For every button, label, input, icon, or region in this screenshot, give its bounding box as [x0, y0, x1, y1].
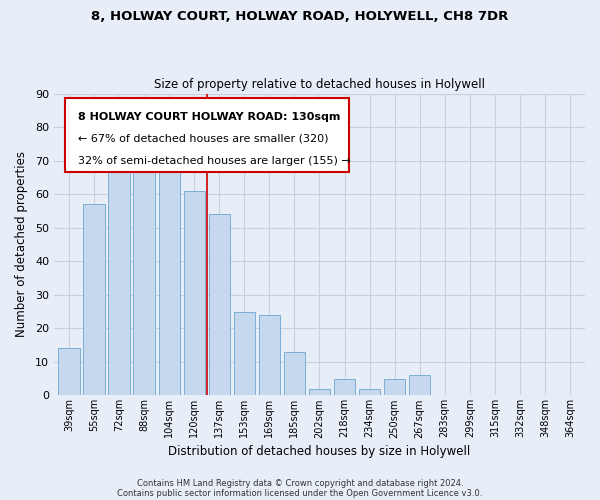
Text: Contains public sector information licensed under the Open Government Licence v3: Contains public sector information licen…: [118, 488, 482, 498]
FancyBboxPatch shape: [65, 98, 349, 172]
Bar: [109, 150, 130, 396]
Bar: [83, 204, 104, 396]
X-axis label: Distribution of detached houses by size in Holywell: Distribution of detached houses by size …: [169, 444, 470, 458]
Bar: [259, 315, 280, 396]
Bar: [384, 378, 405, 396]
Bar: [309, 388, 330, 396]
Text: Contains HM Land Registry data © Crown copyright and database right 2024.: Contains HM Land Registry data © Crown c…: [137, 478, 463, 488]
Bar: [409, 376, 430, 396]
Text: 8 HOLWAY COURT HOLWAY ROAD: 130sqm: 8 HOLWAY COURT HOLWAY ROAD: 130sqm: [78, 112, 340, 122]
Bar: [209, 214, 230, 396]
Bar: [184, 191, 205, 396]
Bar: [58, 348, 80, 396]
Bar: [359, 388, 380, 396]
Bar: [284, 352, 305, 396]
Text: 32% of semi-detached houses are larger (155) →: 32% of semi-detached houses are larger (…: [78, 156, 350, 166]
Text: ← 67% of detached houses are smaller (320): ← 67% of detached houses are smaller (32…: [78, 134, 328, 143]
Title: Size of property relative to detached houses in Holywell: Size of property relative to detached ho…: [154, 78, 485, 91]
Bar: [334, 378, 355, 396]
Bar: [158, 160, 180, 396]
Y-axis label: Number of detached properties: Number of detached properties: [15, 152, 28, 338]
Text: 8, HOLWAY COURT, HOLWAY ROAD, HOLYWELL, CH8 7DR: 8, HOLWAY COURT, HOLWAY ROAD, HOLYWELL, …: [91, 10, 509, 23]
Bar: [233, 312, 255, 396]
Bar: [133, 150, 155, 396]
